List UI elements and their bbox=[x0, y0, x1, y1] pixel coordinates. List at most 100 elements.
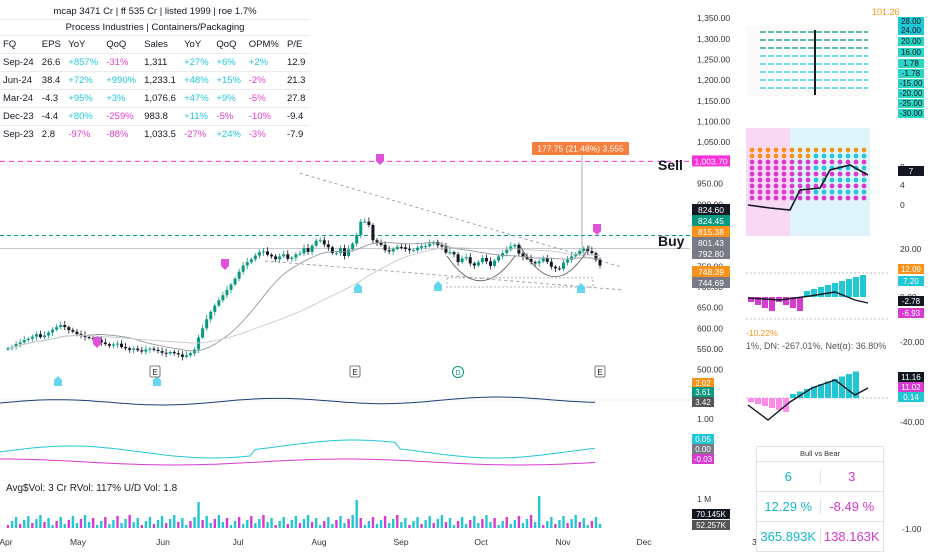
bear-pct: -8.49 % bbox=[829, 499, 875, 514]
volume-bar bbox=[83, 515, 87, 528]
side-lower-line bbox=[747, 379, 869, 421]
volume-bar bbox=[339, 516, 342, 528]
candle bbox=[436, 239, 440, 249]
volume-bar bbox=[554, 524, 557, 528]
volume-bar bbox=[221, 522, 225, 528]
candle bbox=[399, 243, 403, 250]
volume-bar bbox=[100, 521, 103, 528]
candle-body bbox=[557, 268, 561, 270]
side-dot bbox=[765, 165, 771, 171]
bull-bear-row-pct: 12.29 % -8.49 % bbox=[757, 491, 883, 521]
side-mid-tag-bg bbox=[898, 166, 924, 176]
candle bbox=[403, 243, 407, 252]
side-dot bbox=[757, 189, 763, 195]
candle-body bbox=[156, 349, 160, 352]
column-header-1: EPS bbox=[38, 35, 66, 54]
side-top-tag: -15.00 bbox=[900, 79, 923, 88]
candle bbox=[278, 253, 282, 263]
volume-bar bbox=[473, 516, 476, 528]
fundamentals-table: mcap 3471 Cr | ff 535 Cr | listed 1999 |… bbox=[0, 4, 310, 143]
candle bbox=[472, 261, 476, 270]
table-cell: 2.8 bbox=[38, 125, 66, 143]
candle bbox=[310, 243, 314, 256]
volume-bar bbox=[319, 525, 322, 528]
table-row: Jun-24 38.4 +72% +990% 1,233.1 +48% +15% -2% 21.… bbox=[0, 71, 310, 90]
side-hist-bar bbox=[811, 289, 817, 297]
side-dot bbox=[861, 177, 867, 183]
volume-bar bbox=[533, 522, 537, 528]
side-dot bbox=[765, 195, 771, 201]
volume-bar bbox=[375, 524, 379, 528]
volume-bar bbox=[35, 519, 38, 528]
side-dot bbox=[829, 195, 835, 201]
candle bbox=[468, 253, 472, 267]
candle-body bbox=[549, 261, 553, 267]
candle bbox=[314, 238, 318, 248]
side-dot bbox=[853, 153, 859, 159]
side-dot bbox=[797, 153, 803, 159]
candle-body bbox=[6, 348, 10, 350]
side-dot bbox=[749, 159, 755, 165]
volume-bar bbox=[59, 517, 62, 528]
cup-arc bbox=[446, 255, 516, 281]
volume-bar bbox=[517, 516, 521, 528]
column-header-6: QoQ bbox=[213, 35, 246, 54]
volume-bar bbox=[213, 519, 216, 528]
side-top-tag-bg bbox=[898, 89, 924, 98]
candle bbox=[537, 259, 541, 267]
indicator-tag-bg bbox=[692, 387, 714, 397]
side-hist-bar-2 bbox=[762, 398, 768, 406]
candle bbox=[545, 254, 549, 265]
candle bbox=[444, 242, 448, 255]
fundamentals-column-header: FQ EPS YoY QoQ Sales YoY QoQ OPM% P/E bbox=[0, 35, 310, 54]
volume-bar bbox=[164, 523, 168, 528]
volume-bar bbox=[237, 517, 241, 528]
side-dot bbox=[845, 195, 851, 201]
candle bbox=[47, 330, 51, 339]
volume-bar bbox=[542, 525, 545, 528]
candle-body bbox=[233, 278, 237, 285]
table-cell: Jun-24 bbox=[0, 71, 39, 90]
candle bbox=[533, 260, 537, 267]
candle bbox=[387, 246, 391, 255]
volume-bar bbox=[96, 525, 99, 528]
volume-bar bbox=[250, 516, 253, 528]
candle-body bbox=[424, 246, 428, 248]
volume-bar bbox=[132, 522, 135, 528]
table-cell: 1,076.6 bbox=[141, 89, 182, 108]
side-dot bbox=[853, 183, 859, 189]
candle-body bbox=[484, 258, 488, 262]
bull-bear-row-vol: 365.893K 138.163K bbox=[757, 521, 883, 551]
volume-bar bbox=[75, 523, 79, 528]
price-tag-bg bbox=[692, 248, 730, 259]
candle-body bbox=[229, 284, 233, 290]
candle-body bbox=[115, 343, 119, 345]
candle-body bbox=[359, 221, 363, 235]
table-cell: +990% bbox=[103, 71, 142, 90]
side-dot bbox=[797, 165, 803, 171]
sell-signal-marker bbox=[221, 259, 229, 270]
side-dot bbox=[765, 177, 771, 183]
sell-signal-marker bbox=[376, 154, 384, 165]
candle-body bbox=[286, 254, 290, 259]
candle-body bbox=[99, 339, 103, 343]
volume-bar bbox=[14, 517, 18, 528]
volume-bar bbox=[229, 525, 233, 528]
side-dot bbox=[821, 183, 827, 189]
price-axis-tick: 600.00 bbox=[697, 323, 723, 333]
side-hist-bar-2 bbox=[818, 384, 824, 398]
candle-body bbox=[282, 254, 286, 257]
bull-bear-title: Bull vs Bear bbox=[799, 449, 841, 458]
side-top-tag-bg bbox=[898, 79, 924, 88]
table-cell: -88% bbox=[103, 125, 142, 143]
side-dot bbox=[837, 147, 843, 153]
side-dn-text: 1%, DN: -267.01%, Net(α): 36.80% bbox=[746, 341, 886, 351]
side-dot bbox=[861, 195, 867, 201]
candle-body bbox=[209, 311, 213, 320]
side-dot bbox=[821, 159, 827, 165]
volume-bar bbox=[197, 502, 200, 528]
side-dot bbox=[861, 189, 867, 195]
side-dot bbox=[765, 183, 771, 189]
candle bbox=[128, 346, 132, 353]
